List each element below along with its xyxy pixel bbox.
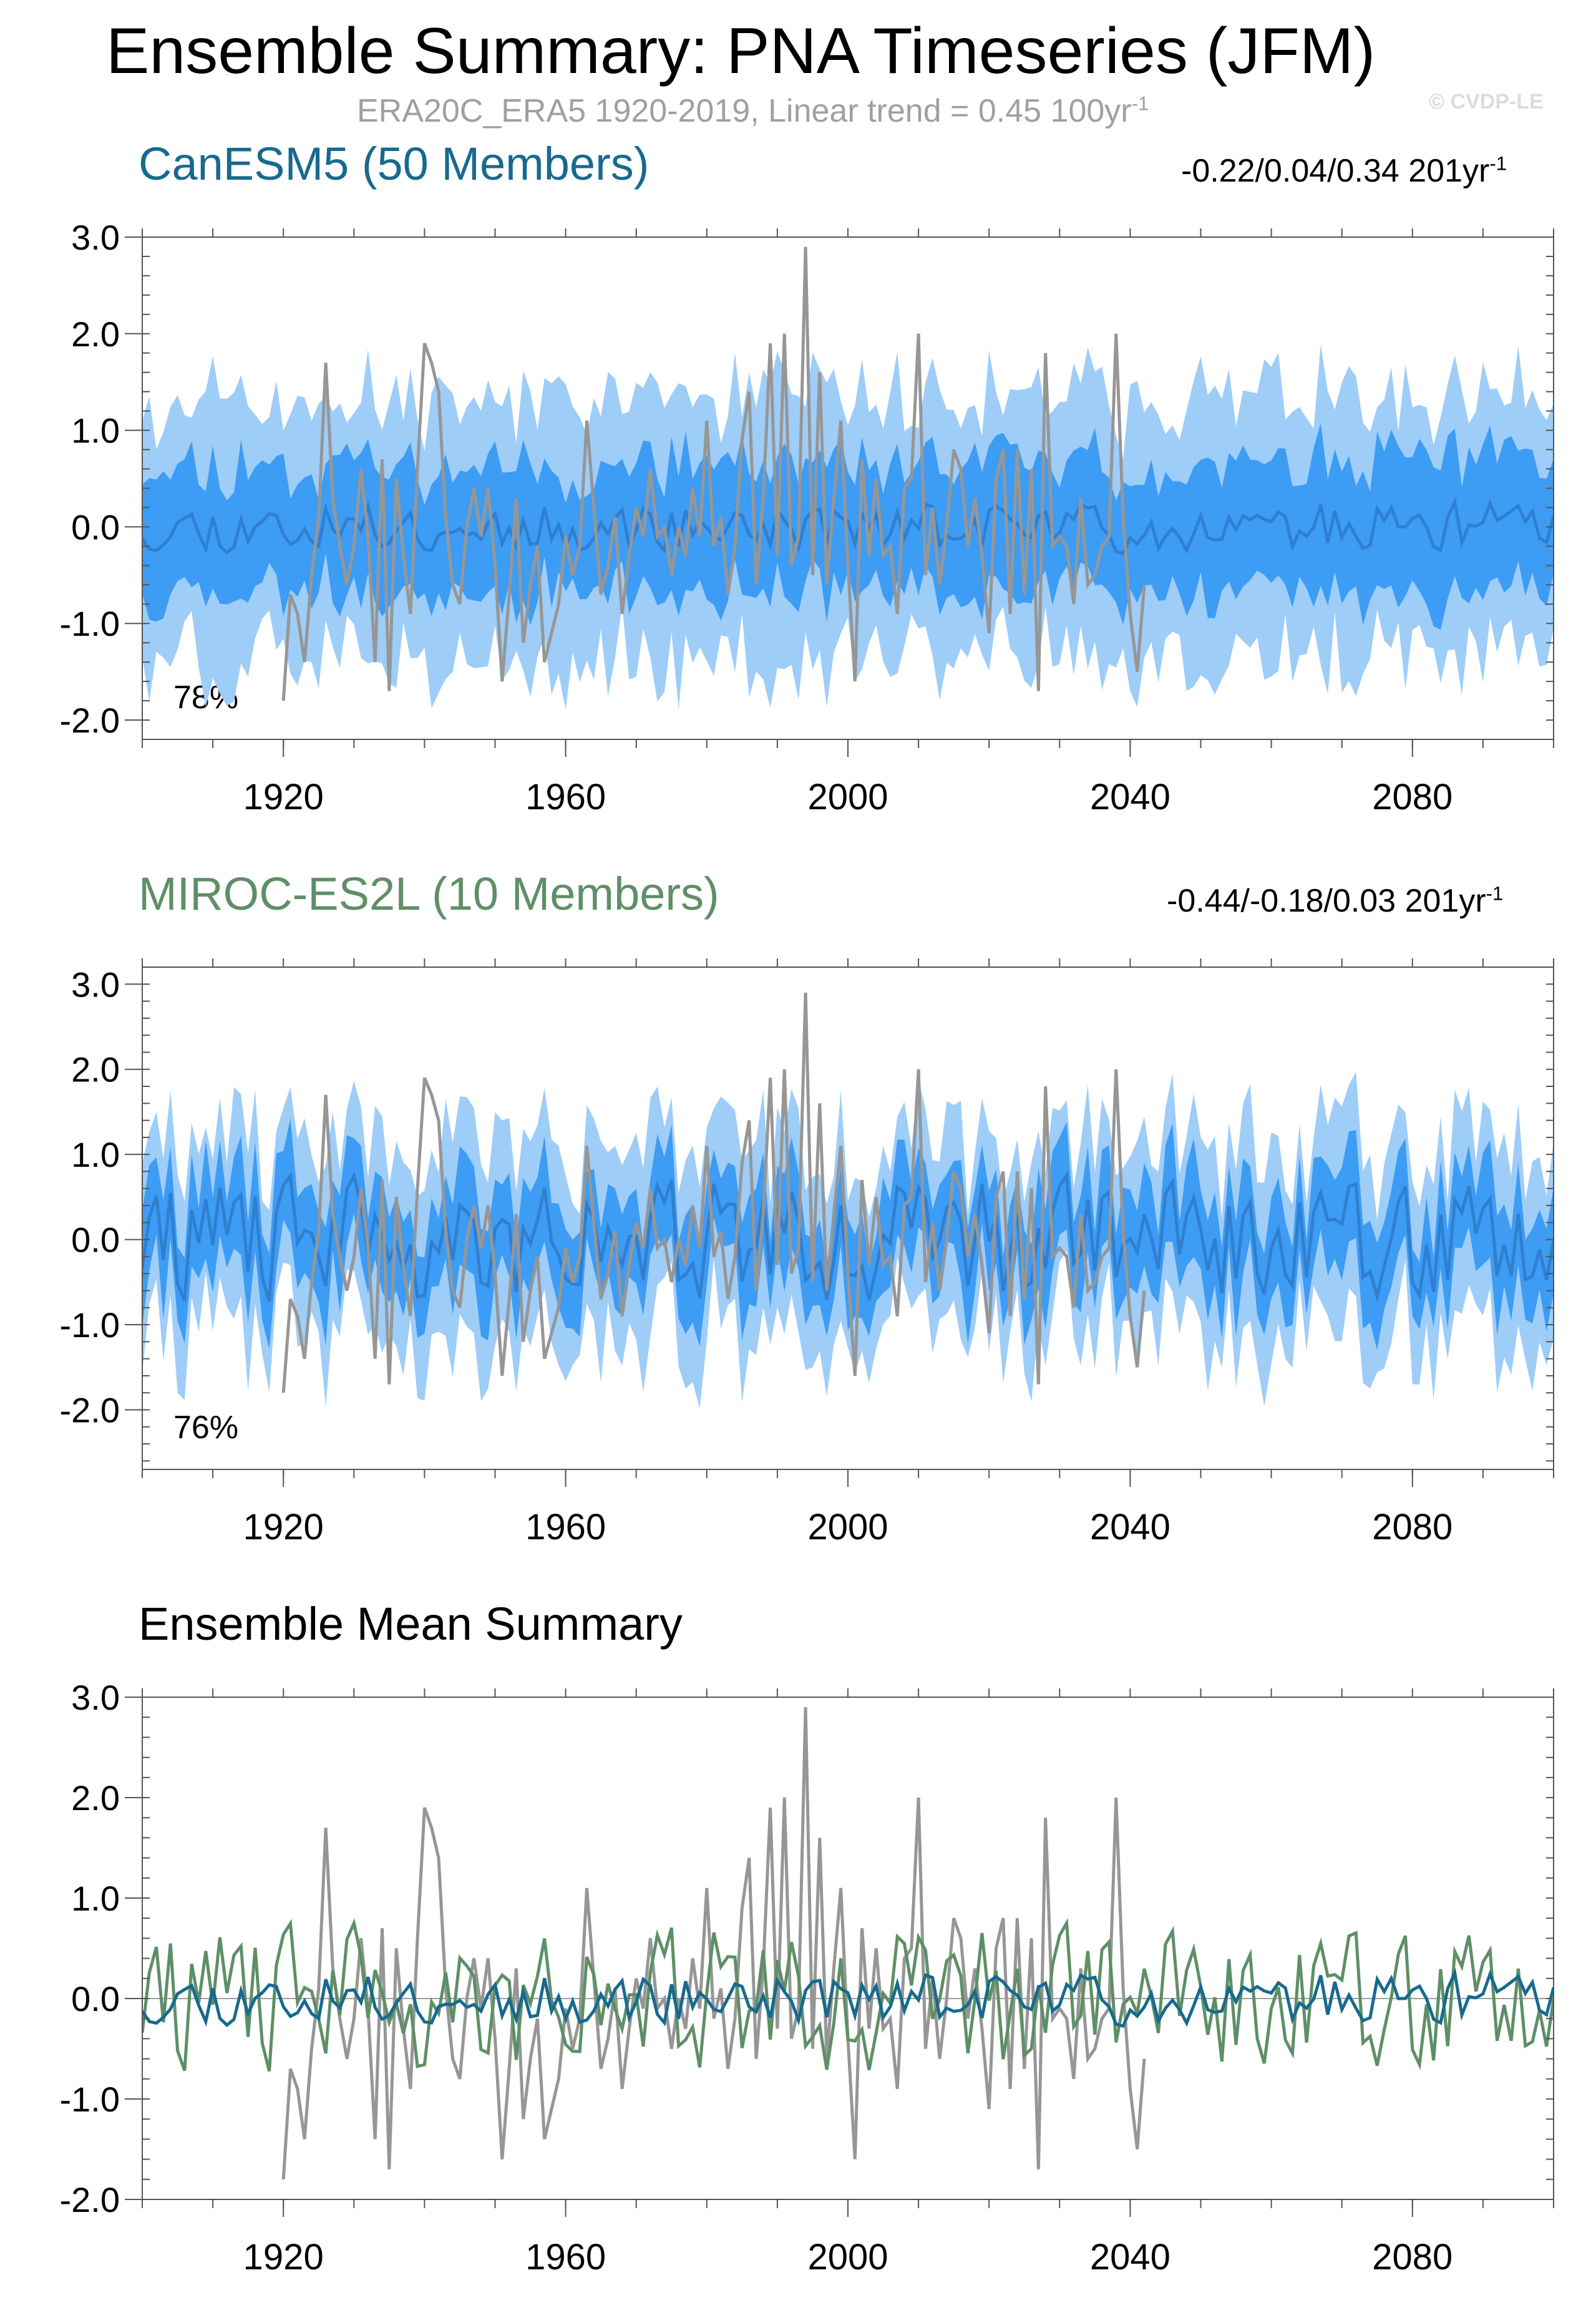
x-tick-label: 1920: [243, 777, 324, 817]
canesm-mean-line: [142, 1967, 1554, 2028]
canesm-panel-title: CanESM5 (50 Members): [139, 138, 650, 190]
miroc-panel-title: MIROC-ES2L (10 Members): [139, 868, 719, 920]
x-tick-label: 2040: [1090, 777, 1170, 817]
x-tick-label: 2000: [807, 2237, 888, 2277]
y-tick-label: 3.0: [71, 1678, 120, 1717]
panel-2: 3.0 2.0 1.0 0.0 -1.0 -2.0 1920 1960 2000 2040 2080: [60, 958, 1554, 1547]
x-tick-label: 2040: [1090, 1507, 1170, 1547]
observations-line: [281, 992, 1146, 1393]
panel-3: 3.0 2.0 1.0 0.0 -1.0 -2.0 1920 1960 2000 2040 2080: [60, 1678, 1554, 2277]
y-tick-label: -1.0: [60, 604, 120, 643]
panel-frame: [142, 1697, 1554, 2200]
panel-1: 3.0 2.0 1.0 0.0 -1.0 -2.0 1920 1960 2000 2040 2080: [60, 218, 1554, 817]
observations-line: [281, 246, 1146, 701]
y-tick-label: 3.0: [71, 965, 120, 1004]
miroc-stat-text: -0.44/-0.18/0.03 201yr: [1167, 883, 1486, 919]
y-tick-label: -1.0: [60, 1305, 120, 1345]
subtitle: ERA20C_ERA5 1920-2019, Linear trend = 0.…: [357, 92, 1149, 129]
y-tick-label: 3.0: [71, 218, 120, 257]
y-tick-label: 1.0: [71, 1879, 120, 1918]
y-tick-label: -2.0: [60, 2180, 120, 2219]
ensemble-mean-line: [142, 497, 1554, 555]
panel-plot-area: [142, 1707, 1554, 2179]
y-tick-label: 2.0: [71, 1778, 120, 1818]
y-tick-label: 0.0: [71, 1220, 120, 1260]
panel-plot-area: [142, 992, 1554, 1409]
y-tick-label: 1.0: [71, 1135, 120, 1174]
y-tick-label: 2.0: [71, 314, 120, 354]
miroc-percent-label: 76%: [173, 1410, 239, 1446]
x-tick-label: 2040: [1090, 2237, 1170, 2277]
watermark: © CVDP-LE: [1429, 90, 1544, 114]
x-tick-label: 2080: [1372, 2237, 1452, 2277]
y-tick-label: 0.0: [71, 1979, 120, 2018]
y-tick-label: -1.0: [60, 2080, 120, 2119]
panel-plot-area: [142, 246, 1554, 710]
summary-panel-title: Ensemble Mean Summary: [139, 1598, 683, 1650]
miroc-stat-sup: -1: [1486, 882, 1504, 905]
x-tick-label: 2080: [1372, 777, 1452, 817]
canesm-stat-text: -0.22/0.04/0.34 201yr: [1181, 153, 1490, 189]
miroc-mean-line: [142, 1917, 1554, 2072]
subtitle-text: ERA20C_ERA5 1920-2019, Linear trend = 0.…: [357, 93, 1132, 129]
y-tick-label: -2.0: [60, 701, 120, 740]
miroc-panel-stat: -0.44/-0.18/0.03 201yr-1: [1167, 882, 1504, 919]
y-tick-label: 1.0: [71, 411, 120, 450]
observations-line: [281, 1707, 1146, 2179]
x-tick-label: 1960: [525, 2237, 606, 2277]
page-title: Ensemble Summary: PNA Timeseries (JFM): [106, 15, 1376, 87]
inner-range-band: [142, 1118, 1554, 1350]
x-tick-label: 1960: [525, 777, 606, 817]
canesm-panel-stat: -0.22/0.04/0.34 201yr-1: [1181, 152, 1507, 189]
x-tick-label: 2080: [1372, 1507, 1452, 1547]
y-tick-label: -2.0: [60, 1390, 120, 1429]
x-tick-label: 1920: [243, 1507, 324, 1547]
y-tick-label: 0.0: [71, 507, 120, 547]
subtitle-superscript: -1: [1131, 92, 1149, 115]
x-tick-label: 1960: [525, 1507, 606, 1547]
x-tick-label: 2000: [807, 777, 888, 817]
x-tick-label: 1920: [243, 2237, 324, 2277]
x-tick-label: 2000: [807, 1507, 888, 1547]
y-tick-label: 2.0: [71, 1050, 120, 1089]
canesm-stat-sup: -1: [1489, 152, 1507, 175]
